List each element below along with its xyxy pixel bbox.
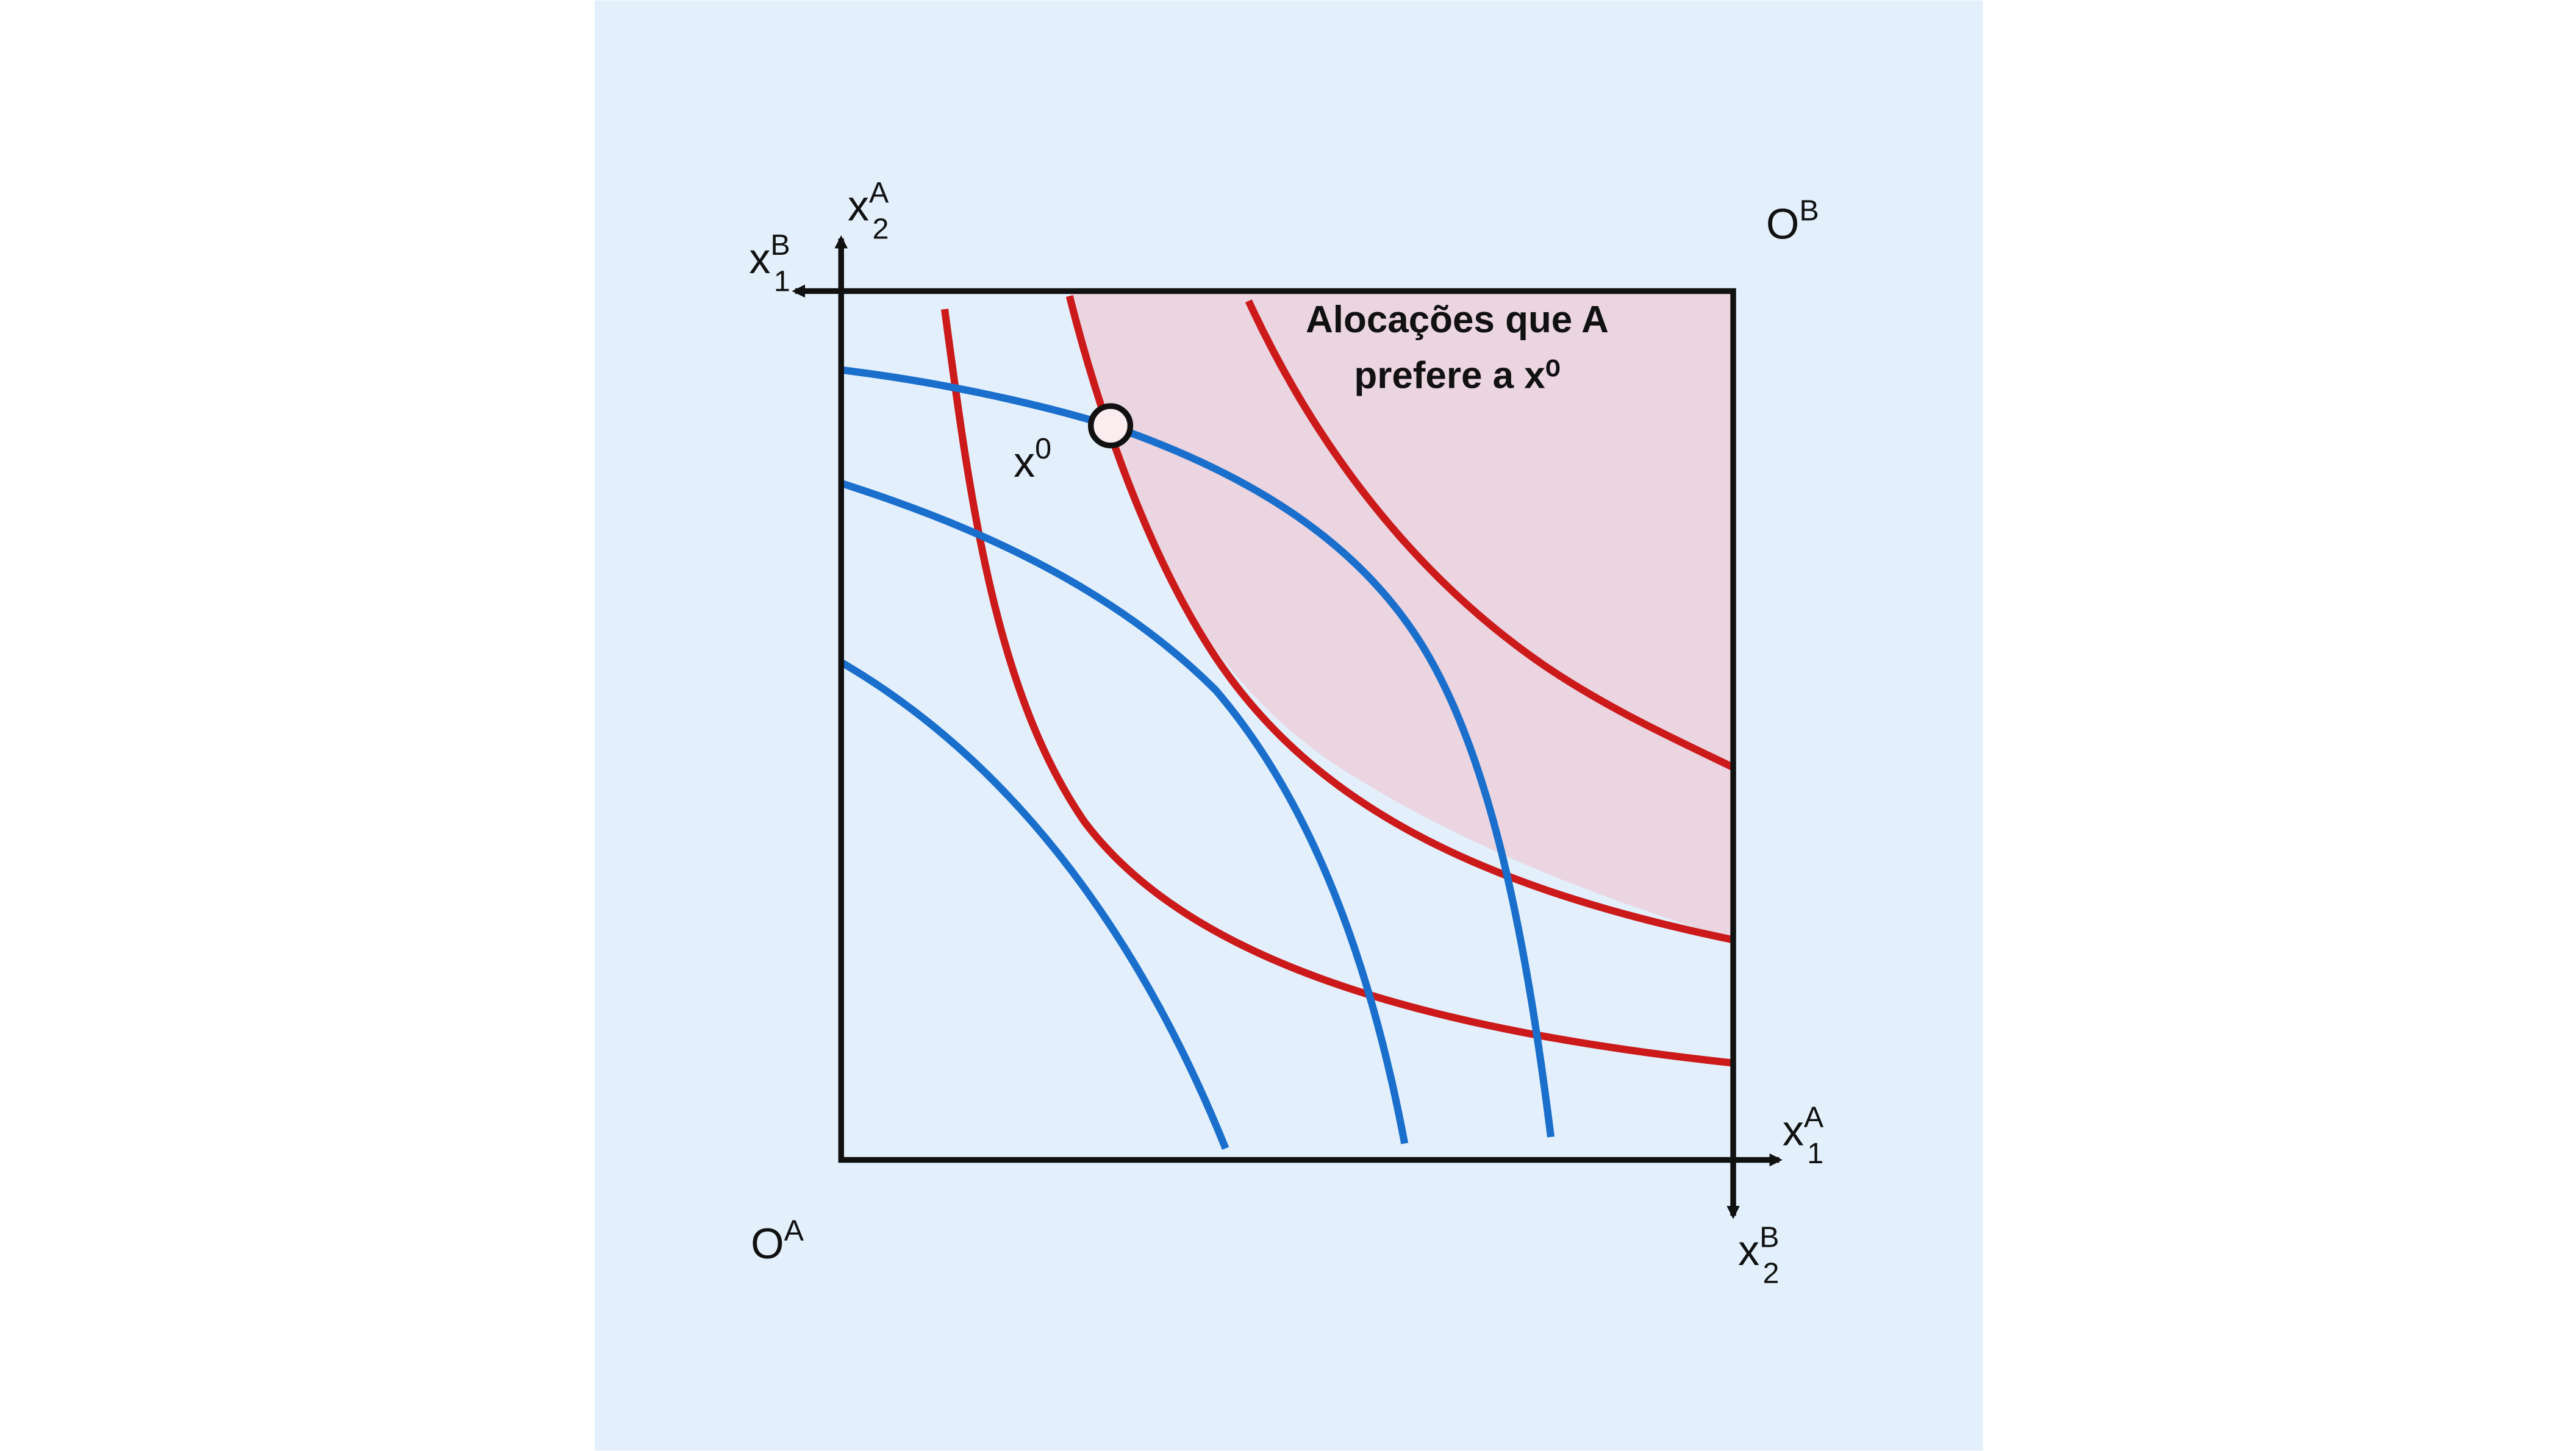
- label-subscript: 2: [872, 212, 889, 245]
- axis-label: OB: [1766, 194, 1819, 248]
- label-superscript: A: [869, 176, 889, 209]
- label-base: x: [749, 235, 770, 282]
- label-superscript: 0: [1035, 432, 1051, 465]
- allocation-point: [1088, 403, 1134, 449]
- indifference-curve-a: [839, 659, 1229, 1150]
- label-base: O: [1766, 200, 1799, 248]
- annotation-line: Alocações que A: [1306, 299, 1609, 341]
- label-base: x: [1783, 1107, 1804, 1154]
- axis-label: x0: [1014, 432, 1051, 486]
- label-subscript: 2: [1763, 1257, 1780, 1290]
- label-base: x: [1014, 438, 1035, 486]
- label-superscript: B: [1799, 194, 1819, 227]
- indifference-curve-a: [840, 479, 1409, 1144]
- edgeworth-box: [838, 288, 1736, 1163]
- axis-label: xA 1: [1783, 1101, 1824, 1170]
- indifference-curve-b: [940, 308, 1734, 1067]
- label-superscript: B: [770, 229, 790, 262]
- indifference-curve-b: [1245, 299, 1735, 771]
- label-superscript: B: [1759, 1221, 1779, 1253]
- axis-label: xB 1: [749, 229, 790, 298]
- label-subscript: 1: [774, 265, 790, 298]
- indifference-curve-a: [840, 366, 1555, 1138]
- axis-label: xA 2: [848, 176, 889, 245]
- label-base: x: [1738, 1227, 1759, 1274]
- label-base: O: [751, 1220, 784, 1267]
- axis-label: xB 2: [1738, 1221, 1779, 1289]
- label-subscript: 1: [1807, 1137, 1823, 1170]
- label-superscript: A: [1804, 1101, 1824, 1134]
- label-base: x: [848, 182, 869, 230]
- label-superscript: A: [784, 1214, 804, 1247]
- axis-label: OA: [751, 1214, 804, 1268]
- annotation-line: prefere a x⁰: [1354, 354, 1560, 396]
